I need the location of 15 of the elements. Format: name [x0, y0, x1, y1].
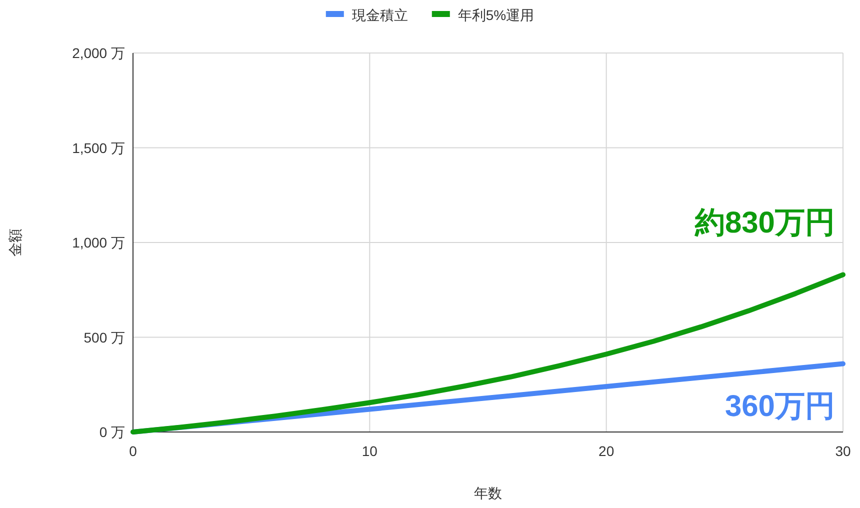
- y-tick-label: 500 万: [84, 329, 125, 346]
- y-tick-label: 1,000 万: [72, 234, 125, 250]
- annotation: 360万円: [724, 390, 835, 423]
- x-tick-label: 30: [835, 443, 851, 459]
- legend-label: 年利5%運用: [458, 7, 534, 23]
- y-tick-label: 2,000 万: [72, 45, 125, 61]
- legend-label: 現金積立: [352, 7, 408, 23]
- x-tick-label: 0: [129, 443, 138, 459]
- x-tick-label: 20: [598, 443, 614, 459]
- x-tick-label: 10: [362, 443, 378, 459]
- annotation: 約830万円: [694, 206, 835, 240]
- y-axis-title: 金額: [7, 228, 23, 256]
- y-tick-label: 0 万: [99, 424, 125, 440]
- y-tick-label: 1,500 万: [72, 140, 125, 156]
- x-axis-title: 年数: [474, 485, 502, 501]
